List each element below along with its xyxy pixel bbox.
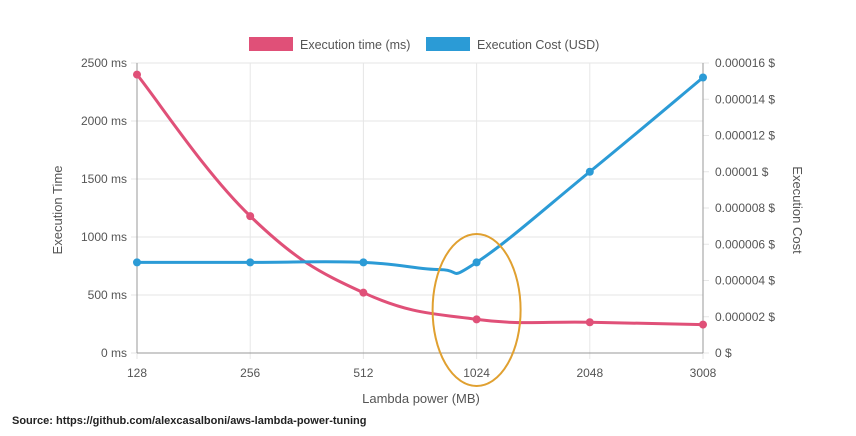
legend-swatch-execution-cost[interactable]	[426, 37, 470, 51]
axes: 0 ms 500 ms 1000 ms 1500 ms 2000 ms 2500 ms 12…	[81, 56, 775, 380]
data-point-execution-cost-512[interactable]	[359, 258, 368, 267]
source-citation: Source: https://github.com/alexcasalboni…	[12, 415, 366, 427]
y-right-tick-label: 0.000002 $	[715, 310, 775, 324]
y-left-tick-label: 2500 ms	[81, 56, 127, 70]
y-right-tick-label: 0.000012 $	[715, 129, 775, 143]
x-tick-label: 2048	[576, 366, 603, 380]
legend-swatch-execution-time[interactable]	[249, 37, 293, 51]
series-line-execution-time[interactable]	[135, 73, 705, 327]
x-tick-label: 256	[240, 366, 260, 380]
highlight-annotation	[431, 233, 522, 387]
y-axis-left-title: Execution Time	[50, 166, 65, 255]
data-point-execution-cost-256[interactable]	[246, 258, 255, 267]
series-line-execution-cost[interactable]	[135, 76, 705, 275]
y-axis-right-title: Execution Cost	[790, 166, 805, 254]
y-right-tick-label: 0.00001 $	[715, 165, 769, 179]
y-right-tick-label: 0.000014 $	[715, 92, 775, 106]
x-tick-label: 512	[353, 366, 373, 380]
grid-lines	[136, 62, 704, 359]
y-left-tick-label: 1500 ms	[81, 172, 127, 186]
x-tick-label: 128	[127, 366, 147, 380]
data-point-execution-time-1024[interactable]	[472, 315, 481, 324]
y-left-tick-label: 2000 ms	[81, 114, 127, 128]
y-left-tick-label: 0 ms	[101, 346, 127, 360]
y-left-tick-label: 1000 ms	[81, 230, 127, 244]
y-right-tick-label: 0 $	[715, 346, 732, 360]
legend: Execution time (ms) Execution Cost (USD)	[249, 37, 599, 52]
data-point-execution-cost-1024[interactable]	[472, 258, 481, 267]
y-right-tick-label: 0.000008 $	[715, 201, 775, 215]
y-right-tick-label: 0.000004 $	[715, 274, 775, 288]
data-point-execution-cost-3008[interactable]	[699, 73, 707, 82]
legend-label-execution-cost[interactable]: Execution Cost (USD)	[477, 38, 599, 52]
x-tick-label: 3008	[690, 366, 717, 380]
y-right-tick-label: 0.000006 $	[715, 237, 775, 251]
x-axis-title: Lambda power (MB)	[362, 391, 480, 406]
data-point-execution-time-256[interactable]	[246, 212, 255, 221]
data-point-execution-cost-2048[interactable]	[585, 167, 594, 176]
data-point-execution-time-128[interactable]	[133, 70, 141, 79]
highlight-ellipse-1024	[431, 233, 522, 387]
data-point-execution-time-3008[interactable]	[699, 320, 707, 329]
x-tick-label: 1024	[463, 366, 490, 380]
y-right-tick-label: 0.000016 $	[715, 56, 775, 70]
data-point-execution-time-512[interactable]	[359, 288, 368, 297]
data-point-execution-cost-128[interactable]	[133, 258, 141, 267]
data-point-execution-time-2048[interactable]	[585, 318, 594, 327]
legend-label-execution-time[interactable]: Execution time (ms)	[300, 38, 410, 52]
y-left-tick-label: 500 ms	[88, 288, 127, 302]
series-lines	[133, 70, 707, 329]
